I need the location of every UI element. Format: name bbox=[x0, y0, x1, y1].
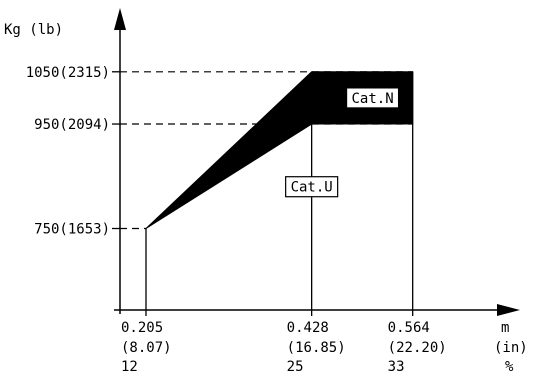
x-tick-label-line: 0.428 bbox=[287, 320, 329, 336]
region-label-box-Cat.N bbox=[345, 87, 400, 109]
tick-labels: Kg (lb) 750(1653) 950(2094) 1050(2315) 0.205… bbox=[4, 22, 528, 375]
x-tick-label-line: 25 bbox=[287, 359, 304, 375]
x-tick-label-line: 0.205 bbox=[121, 320, 163, 336]
region-labels: Cat.N Cat.U bbox=[285, 87, 400, 198]
region-label-Cat.N: Cat.N bbox=[351, 91, 393, 107]
band-area-Cat.N bbox=[145, 71, 414, 229]
x-axis-arrow-icon bbox=[497, 304, 520, 316]
x-axis-unit-label: % bbox=[505, 359, 514, 375]
axes bbox=[112, 8, 520, 316]
y-tick-label: 950(2094) bbox=[34, 117, 110, 133]
x-tick-label-line: (22.20) bbox=[388, 340, 447, 356]
y-tick-label: 750(1653) bbox=[34, 222, 110, 238]
region-label-Cat.U: Cat.U bbox=[291, 180, 333, 196]
region-label-box-Cat.U bbox=[285, 176, 339, 198]
category-band bbox=[145, 71, 414, 229]
y-axis-arrow-icon bbox=[114, 8, 126, 30]
x-tick-label-line: 0.564 bbox=[388, 320, 430, 336]
x-tick-label-line: 12 bbox=[121, 359, 138, 375]
y-axis-label: Kg (lb) bbox=[4, 22, 63, 38]
x-axis-unit-label: m bbox=[501, 320, 509, 336]
x-tick-label-line: 33 bbox=[388, 359, 405, 375]
x-tick-label-line: (8.07) bbox=[121, 340, 172, 356]
x-tick-label-line: (16.85) bbox=[287, 340, 346, 356]
x-axis-unit-label: (in) bbox=[494, 340, 528, 356]
y-tick-label: 1050(2315) bbox=[26, 65, 110, 81]
